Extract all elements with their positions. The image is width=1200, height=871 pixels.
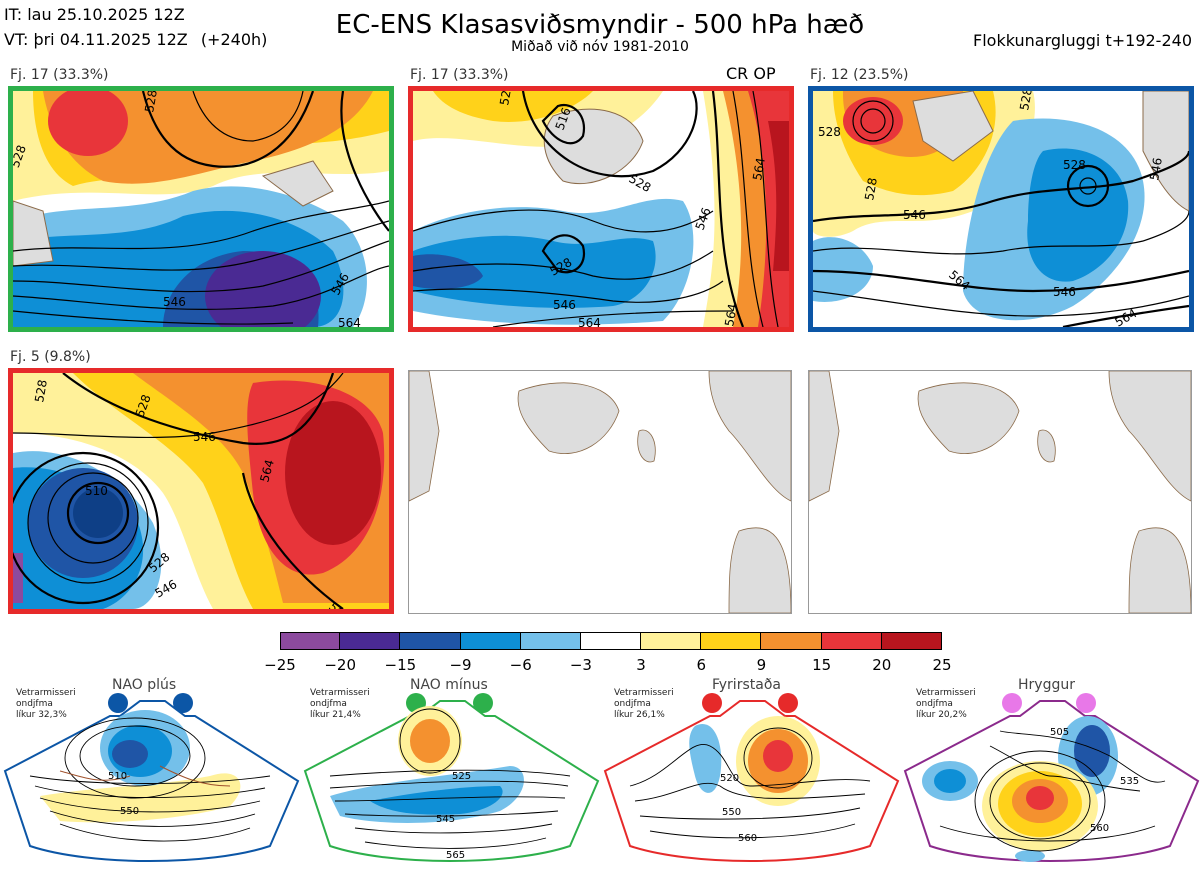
colorbar-tick: 20 bbox=[872, 656, 892, 674]
colorbar-bin bbox=[580, 632, 642, 650]
colorbar-bin bbox=[881, 632, 942, 650]
colorbar-tick: 9 bbox=[756, 656, 767, 674]
classification-window: Flokkunargluggi t+192-240 bbox=[973, 31, 1192, 50]
regime-1-contour-1: 510 bbox=[108, 771, 127, 782]
svg-text:546: 546 bbox=[903, 208, 926, 222]
regime-4-name: Hryggur bbox=[1018, 677, 1075, 693]
contour-label-2: 546 bbox=[163, 295, 186, 309]
svg-text:528: 528 bbox=[1063, 158, 1086, 172]
colorbar-bin bbox=[641, 632, 702, 650]
empty-map-5 bbox=[408, 370, 792, 614]
colorbar-tick: −6 bbox=[509, 656, 532, 674]
init-time: IT: lau 25.10.2025 12Z bbox=[4, 5, 185, 24]
colorbar bbox=[280, 632, 942, 650]
svg-text:564: 564 bbox=[722, 303, 740, 327]
regime-nao-minus: Vetrarmisseri ondjfma líkur 21,4% NAO mínu… bbox=[300, 676, 600, 871]
svg-text:546: 546 bbox=[1147, 157, 1165, 182]
regime-ridge: Vetrarmisseri ondjfma líkur 20,2% Hryggur … bbox=[900, 676, 1200, 871]
regime-1-note: Vetrarmisseri ondjfma líkur 32,3% bbox=[16, 688, 76, 720]
cluster-1-label: Fj. 17 (33.3%) bbox=[10, 67, 109, 83]
cluster-3-label: Fj. 12 (23.5%) bbox=[810, 67, 909, 83]
regime-nao-plus: Vetrarmisseri ondjfma líkur 32,3% NAO plús… bbox=[0, 676, 300, 871]
cluster-2-label: Fj. 17 (33.3%) bbox=[410, 67, 509, 83]
svg-text:528: 528 bbox=[32, 379, 50, 404]
svg-text:528: 528 bbox=[1017, 91, 1035, 112]
cluster-4-label: Fj. 5 (9.8%) bbox=[10, 349, 91, 365]
regime-1-contour-2: 550 bbox=[120, 806, 139, 817]
svg-text:564: 564 bbox=[257, 458, 276, 484]
svg-text:560: 560 bbox=[738, 833, 757, 844]
colorbar-tick: 6 bbox=[696, 656, 707, 674]
svg-text:528: 528 bbox=[497, 91, 515, 107]
cluster-2-tag: CR OP bbox=[726, 64, 776, 83]
regime-blocking: Vetrarmisseri ondjfma líkur 26,1% Fyrirsta… bbox=[600, 676, 900, 871]
svg-text:546: 546 bbox=[553, 298, 576, 312]
colorbar-tick: 3 bbox=[636, 656, 646, 674]
svg-text:528: 528 bbox=[818, 125, 841, 139]
regime-1-name: NAO plús bbox=[112, 677, 177, 693]
regime-2-note: Vetrarmisseri ondjfma líkur 21,4% bbox=[310, 688, 370, 720]
svg-text:505: 505 bbox=[1050, 727, 1069, 738]
cluster-map-4: 528 528 546 510 528 546 564 564 bbox=[8, 368, 394, 614]
svg-text:510: 510 bbox=[85, 484, 108, 498]
svg-text:520: 520 bbox=[720, 773, 739, 784]
regime-1-dot-right bbox=[173, 693, 193, 713]
colorbar-tick: −3 bbox=[569, 656, 592, 674]
colorbar-bin bbox=[400, 632, 461, 650]
colorbar-tick: −25 bbox=[264, 656, 296, 674]
valid-time: VT: þri 04.11.2025 12Z (+240h) bbox=[4, 31, 267, 49]
empty-map-6 bbox=[808, 370, 1192, 614]
svg-text:560: 560 bbox=[1090, 823, 1109, 834]
colorbar-tick: −20 bbox=[324, 656, 356, 674]
contour-label-1: 528 bbox=[142, 91, 160, 114]
colorbar-bin bbox=[701, 632, 762, 650]
regime-3-note: Vetrarmisseri ondjfma líkur 26,1% bbox=[614, 688, 674, 720]
colorbar-bin bbox=[340, 632, 401, 650]
svg-text:545: 545 bbox=[436, 814, 455, 825]
page-subtitle: Miðað við nóv 1981-2010 bbox=[511, 39, 689, 55]
svg-text:535: 535 bbox=[1120, 776, 1139, 787]
colorbar-bin bbox=[460, 632, 521, 650]
colorbar-tick: −9 bbox=[449, 656, 472, 674]
cluster-map-3: 528 528 528 546 528 564 546 564 546 bbox=[808, 86, 1194, 332]
regime-4-note: Vetrarmisseri ondjfma líkur 20,2% bbox=[916, 688, 976, 720]
colorbar-tick: −15 bbox=[384, 656, 417, 674]
colorbar-bin bbox=[280, 632, 341, 650]
cluster-map-1: 528 546 546 564 528 bbox=[8, 86, 394, 332]
svg-text:546: 546 bbox=[1053, 285, 1076, 299]
regime-3-name: Fyrirstaða bbox=[712, 677, 781, 693]
colorbar-bin bbox=[761, 632, 822, 650]
svg-text:564: 564 bbox=[326, 600, 353, 609]
svg-text:564: 564 bbox=[578, 316, 601, 327]
svg-text:546: 546 bbox=[193, 430, 216, 444]
regime-2-name: NAO mínus bbox=[410, 677, 488, 693]
anomaly-max bbox=[48, 91, 128, 156]
colorbar-tick: 15 bbox=[812, 656, 832, 674]
svg-text:525: 525 bbox=[452, 771, 471, 782]
page-title: EC-ENS Klasasviðsmyndir - 500 hPa hæð bbox=[335, 10, 865, 40]
svg-text:565: 565 bbox=[446, 850, 465, 861]
contour-label-4: 564 bbox=[338, 316, 361, 327]
svg-text:528: 528 bbox=[862, 177, 880, 202]
svg-text:550: 550 bbox=[722, 807, 741, 818]
cluster-map-1-svg: 528 546 546 564 528 bbox=[13, 91, 389, 327]
colorbar-bin bbox=[520, 632, 581, 650]
land-greenland bbox=[261, 160, 334, 207]
svg-text:564: 564 bbox=[750, 157, 768, 182]
anomaly-min bbox=[205, 251, 321, 327]
lead-time: (+240h) bbox=[200, 30, 268, 49]
cluster-map-2: 528 516 528 546 528 546 564 564 564 bbox=[408, 86, 794, 332]
colorbar-bin bbox=[821, 632, 882, 650]
colorbar-tick: 25 bbox=[932, 656, 952, 674]
regime-1-dot-left bbox=[108, 693, 128, 713]
valid-time-text: VT: þri 04.11.2025 12Z bbox=[4, 30, 188, 49]
